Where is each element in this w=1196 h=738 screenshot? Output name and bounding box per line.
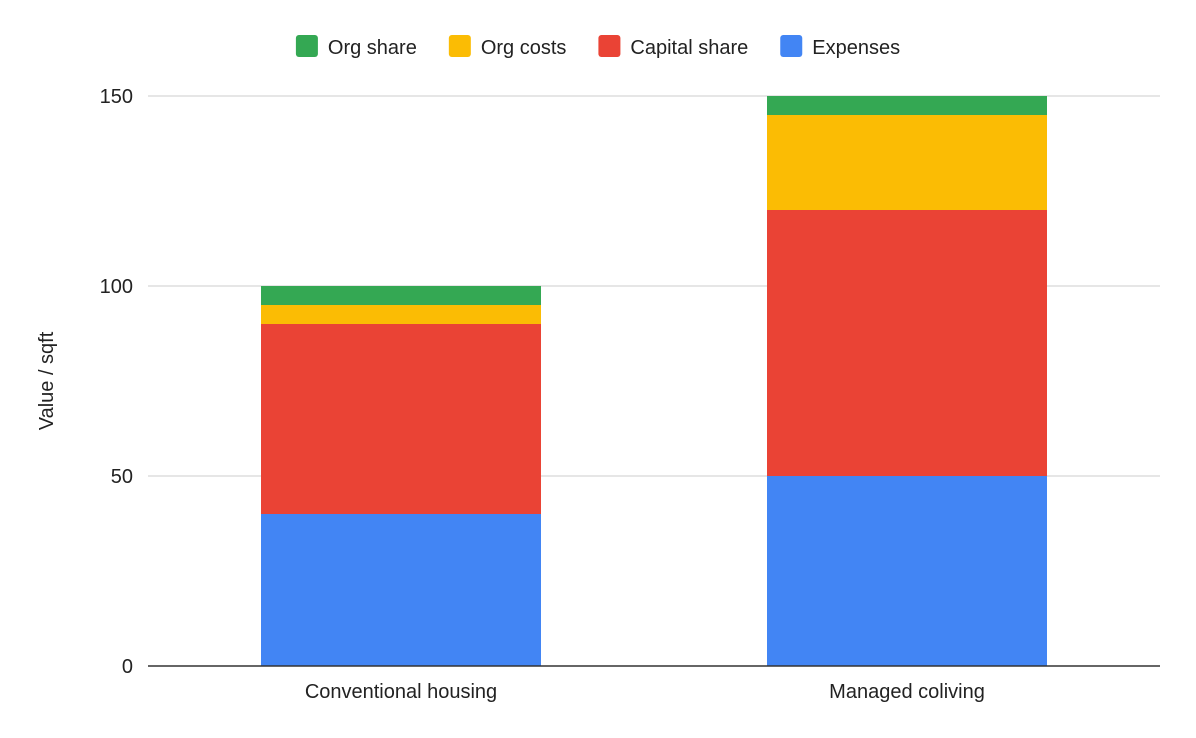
y-tick-label: 150 <box>100 86 133 108</box>
legend-item-org-costs: Org costs <box>448 35 567 59</box>
bar-org-costs <box>261 305 541 324</box>
y-tick-label: 0 <box>122 656 133 678</box>
legend-label: Org share <box>328 37 417 59</box>
bar-capital-share <box>261 324 541 514</box>
bar-capital-share <box>767 210 1047 476</box>
bars <box>261 96 1047 666</box>
x-tick-label: Managed coliving <box>829 681 985 703</box>
legend: Org share Org costs Capital share Expenses <box>295 35 900 59</box>
bar-expenses <box>767 476 1047 666</box>
legend-swatch <box>295 35 318 57</box>
y-axis-ticks: 0 50 100 150 <box>100 86 133 678</box>
legend-item-capital-share: Capital share <box>598 35 748 59</box>
y-axis-title: Value / sqft <box>36 331 58 430</box>
bar-expenses <box>261 514 541 666</box>
legend-label: Capital share <box>630 37 748 59</box>
x-axis-ticks: Conventional housing Managed coliving <box>305 681 985 703</box>
legend-item-org-share: Org share <box>295 35 417 59</box>
bar-org-share <box>767 96 1047 115</box>
x-tick-label: Conventional housing <box>305 681 497 703</box>
legend-swatch <box>448 35 471 57</box>
legend-label: Expenses <box>812 37 900 59</box>
y-tick-label: 100 <box>100 276 133 298</box>
bar-org-costs <box>767 115 1047 210</box>
legend-item-expenses: Expenses <box>780 35 900 59</box>
y-tick-label: 50 <box>111 466 133 488</box>
bar-org-share <box>261 286 541 305</box>
legend-swatch <box>780 35 803 57</box>
legend-swatch <box>598 35 621 57</box>
legend-label: Org costs <box>481 37 567 59</box>
